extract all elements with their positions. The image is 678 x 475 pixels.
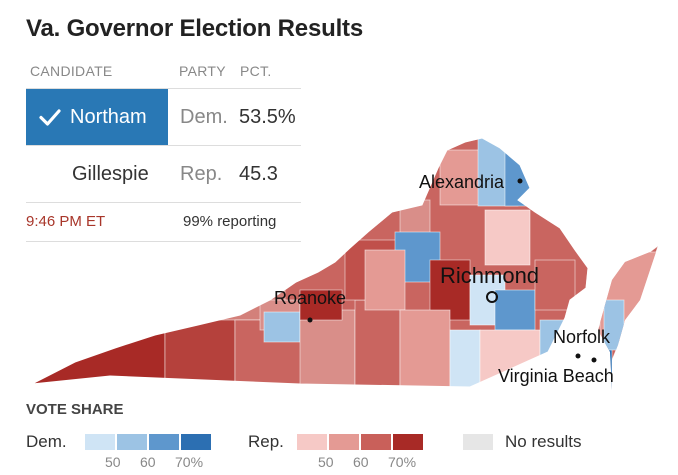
legend-dem-swatch-3 [149,434,179,450]
legend-rep-tick-50: 50 [318,454,334,470]
city-label-richmond: Richmond [440,263,539,288]
candidate-name: Gillespie [72,163,149,185]
legend-dem-tick-70: 70% [175,454,204,470]
virginia-beach-marker [591,357,597,363]
table-row-winner: Northam Dem. 53.5% [26,88,301,145]
pct-header: PCT. [240,63,272,79]
legend-rep-swatch-1 [297,434,327,450]
legend-rep-swatch-3 [361,434,391,450]
legend-dem-label: Dem. [26,432,67,451]
legend-dem-tick-60: 60 [140,454,156,470]
city-label-alexandria: Alexandria [419,172,505,192]
party-name: Dem. [180,106,228,128]
legend-no-results-label: No results [505,432,582,451]
state-outline [31,137,589,388]
table-footer: 9:46 PM ET 99% reporting [26,202,301,242]
update-time: 9:46 PM ET [26,213,106,230]
city-label-virginia-beach: Virginia Beach [498,366,614,386]
alexandria-marker [517,178,523,184]
legend-dem-tick-50: 50 [105,454,121,470]
legend-title: VOTE SHARE [26,401,124,418]
legend-dem-swatch-4 [181,434,211,450]
candidate-name: Northam [70,105,147,128]
legend-dem-swatch-2 [117,434,147,450]
legend-dem-swatch-1 [85,434,115,450]
results-table: CANDIDATE PARTY PCT. Northam Dem. 53.5% … [26,58,301,242]
norfolk-marker [575,353,581,359]
table-row: Gillespie Rep. 45.3 [26,145,301,202]
winner-highlight: Northam [26,89,168,145]
legend-rep-label: Rep. [248,432,284,451]
richmond-marker [486,291,498,303]
legend-no-results-swatch [463,434,493,450]
vote-pct: 45.3 [239,163,278,185]
party-header: PARTY [179,63,226,79]
page-title: Va. Governor Election Results [26,15,363,42]
legend-rep-tick-70: 70% [388,454,417,470]
check-icon [39,109,61,126]
candidate-header: CANDIDATE [30,63,113,79]
city-label-norfolk: Norfolk [553,327,611,347]
party-name: Rep. [180,163,223,185]
vote-pct: 53.5% [239,106,296,128]
legend-rep-swatch-2 [329,434,359,450]
table-header: CANDIDATE PARTY PCT. [26,58,301,88]
legend-rep-swatch-4 [393,434,423,450]
reporting-status: 99% reporting [183,213,277,230]
city-label-roanoke: Roanoke [274,288,346,308]
county-fills [32,138,658,390]
legend-rep-tick-60: 60 [353,454,369,470]
roanoke-marker [307,317,313,323]
